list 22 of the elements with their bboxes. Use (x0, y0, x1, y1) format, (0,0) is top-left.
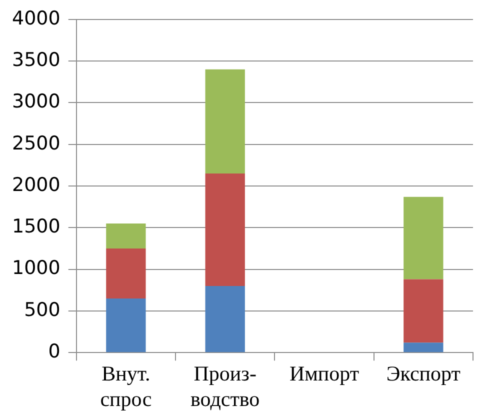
bar (205, 174, 245, 286)
x-tick-label: Произ-водство (190, 362, 260, 411)
bar (106, 223, 146, 248)
y-tick-label: 3000 (12, 90, 60, 113)
y-tick-label: 2500 (12, 132, 60, 154)
y-tick-label: 1500 (12, 216, 60, 238)
bar (205, 286, 245, 352)
y-tick-label: 1000 (12, 257, 60, 280)
x-tick-label: Экспорт (386, 362, 460, 386)
y-tick-label: 500 (24, 298, 60, 321)
bar (106, 248, 146, 298)
y-tick-label: 2000 (12, 174, 60, 196)
bar (404, 196, 444, 280)
y-tick-label: 0 (48, 340, 60, 363)
x-tick-label: Внут. спрос (100, 362, 152, 411)
y-tick-label: 3500 (12, 48, 60, 71)
bar (205, 69, 245, 174)
bar (106, 298, 146, 352)
y-tick-label: 4000 (12, 7, 60, 30)
bar (404, 279, 444, 343)
x-tick-label: Импорт (289, 362, 360, 386)
bar (404, 342, 444, 352)
